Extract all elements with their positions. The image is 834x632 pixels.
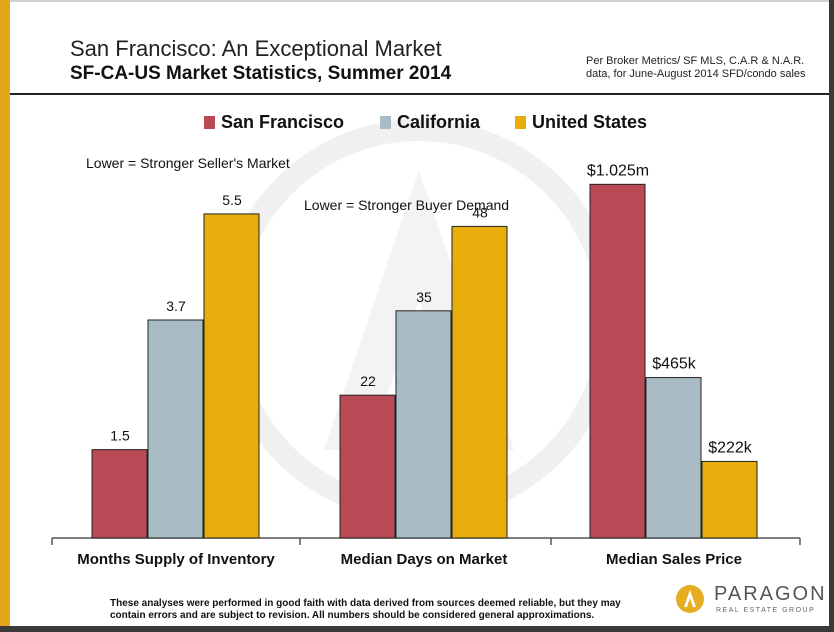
disclaimer: These analyses were performed in good fa… (110, 598, 670, 622)
paragon-logo: PARAGON REAL ESTATE GROUP (676, 582, 826, 622)
data-label-2-2: 35 (416, 289, 432, 305)
data-label-3-1: $1.025m (587, 162, 649, 179)
bar-chart: 1.5 3.7 5.5 Months Supply of Inventory 22 35 4… (51, 162, 801, 568)
legend-label-united-states: United States (532, 111, 648, 132)
data-label-2-1: 22 (360, 373, 376, 389)
legend-swatch-united-states (515, 115, 526, 129)
bottom-shadow (0, 626, 834, 632)
legend-swatch-california (380, 115, 391, 129)
category-label-2: Median Days on Market (341, 551, 508, 568)
top-border (10, 0, 829, 2)
buyer-demand-note: Lower = Stronger Buyer Demand (304, 197, 510, 213)
legend-label-san-francisco: San Francisco (221, 111, 345, 132)
seller-market-note: Lower = Stronger Seller's Market (86, 155, 290, 171)
bar-1-1 (91, 449, 148, 539)
paragon-logo-icon (676, 585, 704, 613)
data-label-2-3: 48 (472, 204, 488, 220)
accent-bar (0, 0, 10, 626)
category-label-3: Median Sales Price (606, 551, 742, 568)
bar-2-2 (395, 310, 452, 539)
legend-item-california: California (380, 110, 480, 134)
logo-name: PARAGON (714, 583, 827, 605)
logo-tagline: REAL ESTATE GROUP (716, 607, 816, 614)
bar-3-3 (701, 460, 758, 539)
header-divider (10, 93, 829, 95)
data-label-1-2: 3.7 (166, 298, 186, 314)
slide-title: San Francisco: An Exceptional Market (70, 36, 442, 61)
data-label-3-2: $465k (652, 356, 697, 373)
bar-3-1 (589, 183, 646, 539)
slide-subtitle: SF-CA-US Market Statistics, Summer 2014 (70, 63, 452, 84)
category-label-1: Months Supply of Inventory (77, 551, 275, 568)
source-line-2: data, for June-August 2014 SFD/condo sal… (586, 68, 806, 80)
bar-2-1 (339, 394, 396, 539)
chart-legend: San Francisco California United States (0, 110, 834, 134)
legend-item-united-states: United States (515, 110, 647, 134)
source-line-1: Per Broker Metrics/ SF MLS, C.A.R & N.A.… (586, 55, 805, 67)
bar-1-2 (147, 319, 204, 539)
bar-2-3 (451, 225, 508, 539)
bar-1-3 (203, 213, 260, 539)
right-shadow (829, 0, 834, 632)
legend-item-san-francisco: San Francisco (204, 110, 344, 134)
disclaimer-line-2: contain errors and are subject to revisi… (110, 610, 595, 621)
legend-label-california: California (397, 111, 481, 132)
disclaimer-line-1: These analyses were performed in good fa… (110, 598, 621, 609)
legend-swatch-san-francisco (204, 115, 215, 129)
bar-3-2 (645, 377, 702, 539)
source-note: Per Broker Metrics/ SF MLS, C.A.R & N.A.… (586, 55, 826, 81)
data-label-1-1: 1.5 (110, 428, 130, 444)
data-label-3-3: $222k (708, 439, 753, 456)
data-label-1-3: 5.5 (222, 192, 242, 208)
